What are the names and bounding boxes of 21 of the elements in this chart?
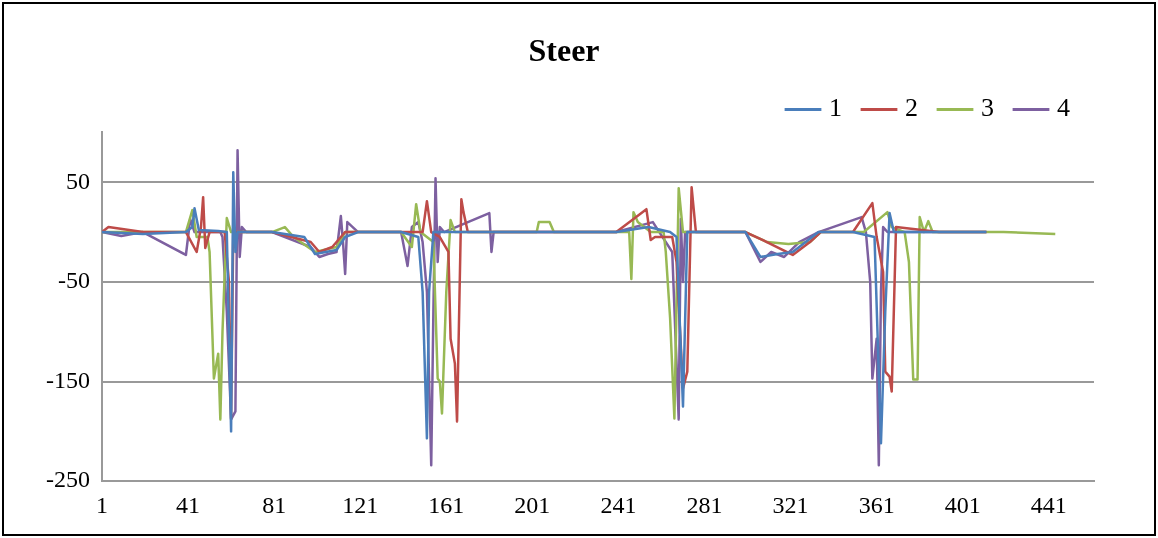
chart-title: Steer: [528, 32, 600, 69]
x-tick-label: 401: [944, 491, 981, 518]
x-tick-label: 81: [262, 491, 287, 518]
y-tick-label: 50: [65, 167, 90, 194]
x-tick-label: 201: [514, 491, 551, 518]
legend-label: 2: [905, 93, 918, 123]
legend-label: 3: [981, 93, 994, 123]
x-tick-label: 441: [1030, 491, 1067, 518]
legend-label: 1: [829, 93, 842, 123]
x-tick-label: 41: [176, 491, 201, 518]
x-tick-label: 361: [858, 491, 895, 518]
x-tick-label: 121: [342, 491, 379, 518]
x-tick-label: 241: [600, 491, 637, 518]
x-tick-label: 1: [95, 491, 108, 518]
y-tick-label: -250: [45, 466, 90, 493]
y-tick-label: -150: [45, 366, 90, 393]
y-tick-label: -50: [57, 267, 90, 294]
x-tick-label: 281: [686, 491, 723, 518]
x-tick-label: 161: [428, 491, 465, 518]
x-tick-label: 321: [772, 491, 809, 518]
legend-label: 4: [1057, 93, 1070, 123]
